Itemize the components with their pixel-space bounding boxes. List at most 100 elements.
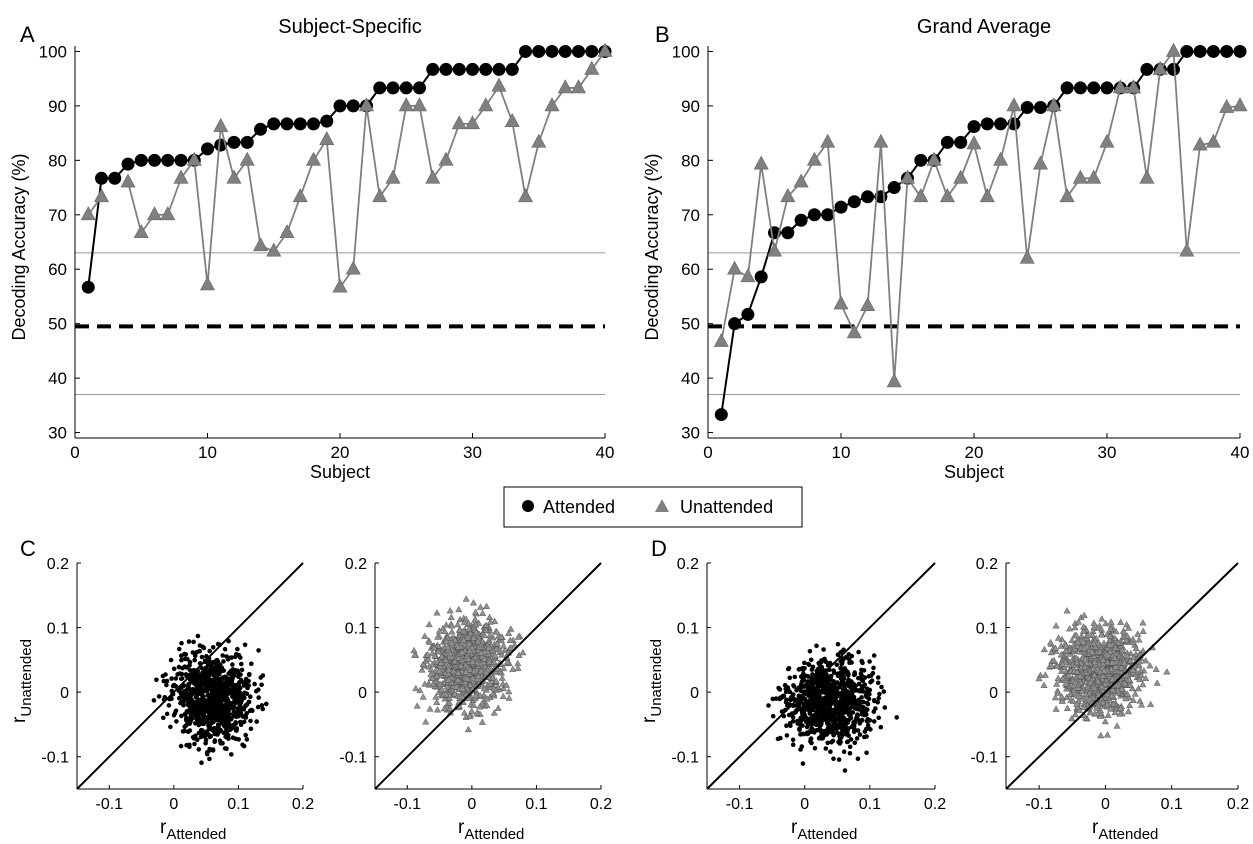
unattended-point [806, 151, 822, 166]
scatter-point-unattended [1103, 690, 1111, 698]
scatter-point-attended [808, 657, 814, 663]
scatter-point-attended [171, 682, 177, 688]
scatter-point-attended [865, 722, 871, 728]
scatter-point-unattended [1062, 647, 1070, 654]
scatter-point-attended [826, 661, 831, 666]
scatter-point-unattended [447, 613, 455, 620]
y-tick-label: 60 [681, 260, 700, 279]
scatter-point-unattended [1113, 722, 1121, 729]
scatter-point-attended [773, 696, 779, 701]
scatter-point-attended [203, 731, 208, 736]
scatter-point-attended [846, 726, 851, 731]
scatter-point-attended [859, 695, 864, 700]
scatter-point-unattended [464, 619, 473, 626]
scatter-point-attended [228, 717, 234, 722]
scatter-point-attended [214, 717, 220, 723]
scatter-point-attended [802, 660, 807, 666]
scatter-point-attended [818, 729, 824, 734]
scatter-point-unattended [467, 629, 475, 637]
legend: Attended Unattended [503, 486, 803, 528]
scatter-point-unattended [440, 704, 448, 712]
unattended-point [833, 295, 849, 310]
attended-point [346, 99, 360, 113]
scatter-point-unattended [1101, 717, 1109, 725]
scatter-point-unattended [1078, 687, 1086, 694]
scatter-point-unattended [1135, 661, 1143, 669]
y-tick-label: 50 [681, 315, 700, 334]
scatter-point-unattended [1117, 618, 1125, 625]
scatter-point-unattended [1074, 638, 1082, 646]
y-tick-label: 0 [690, 685, 699, 702]
scatter-point-unattended [1080, 644, 1088, 651]
series-line-attended [87, 50, 605, 288]
attended-point [280, 117, 294, 131]
scatter-point-attended [199, 654, 205, 660]
scatter-point-attended [779, 695, 785, 700]
unattended-point [780, 188, 796, 203]
scatter-point-unattended [1107, 705, 1115, 712]
scatter-point-attended [859, 684, 865, 689]
scatter-point-attended [798, 688, 804, 694]
scatter-point-attended [796, 703, 802, 709]
scatter-point-unattended [482, 602, 491, 609]
scatter-point-unattended [1058, 697, 1066, 704]
scatter-point-unattended [436, 680, 444, 687]
scatter-point-attended [847, 744, 853, 750]
unattended-point [279, 224, 295, 239]
scatter-point-unattended [438, 652, 446, 660]
scatter-point-unattended [462, 615, 470, 622]
unattended-point [727, 260, 743, 275]
scatter-point-attended [801, 731, 806, 737]
attended-point [1233, 44, 1247, 58]
scatter-point-attended [810, 664, 816, 670]
scatter-point-attended [875, 675, 881, 680]
attended-point [161, 153, 175, 167]
scatter-point-unattended [1107, 618, 1115, 625]
attended-point [532, 44, 546, 58]
scatter-point-attended [204, 751, 210, 757]
scatter-point-attended [190, 650, 196, 655]
unattended-point [713, 333, 729, 347]
scatter-point-attended [817, 690, 822, 695]
scatter-point-attended [168, 657, 174, 663]
scatter-point-attended [856, 688, 862, 694]
scatter-point-attended [835, 673, 841, 679]
scatter-point-attended [231, 673, 237, 678]
scatter-point-attended [788, 697, 793, 703]
scatter-point-unattended [464, 655, 472, 662]
scatter-point-attended [192, 741, 197, 747]
scatter-point-attended [844, 671, 849, 676]
scatter-point-attended [169, 676, 174, 681]
scatter-point-unattended [435, 627, 443, 634]
unattended-point [1099, 133, 1115, 148]
scatter-point-unattended [455, 605, 463, 613]
scatter-point-attended [770, 696, 776, 702]
x-tick-label: -0.1 [95, 796, 123, 813]
scatter-point-attended [894, 715, 899, 720]
unattended-point [133, 224, 149, 239]
unattended-point [913, 188, 929, 203]
scatter-point-unattended [1124, 624, 1133, 631]
scatter-point-attended [794, 688, 799, 693]
scatter-point-attended [197, 648, 202, 654]
scatter-point-unattended [1090, 684, 1099, 691]
scatter-point-unattended [1088, 648, 1096, 655]
scatter-point-attended [821, 733, 827, 739]
scatter-point-attended [185, 656, 190, 662]
scatter-point-attended [795, 718, 800, 724]
scatter-point-unattended [1080, 611, 1088, 618]
scatter-point-attended [211, 672, 217, 677]
unattended-point [820, 133, 836, 148]
scatter-point-unattended [426, 705, 434, 712]
scatter-point-attended [858, 671, 864, 676]
scatter-point-unattended [1099, 698, 1107, 706]
scatter-point-unattended [476, 691, 484, 699]
unattended-point [766, 242, 783, 257]
series-line-unattended [720, 48, 1241, 382]
scatter-point-unattended [505, 629, 513, 636]
scatter-point-attended [840, 657, 845, 663]
scatter-point-attended [264, 701, 269, 707]
scatter-point-unattended [492, 677, 500, 684]
unattended-point [252, 237, 269, 252]
scatter-point-unattended [470, 634, 478, 641]
